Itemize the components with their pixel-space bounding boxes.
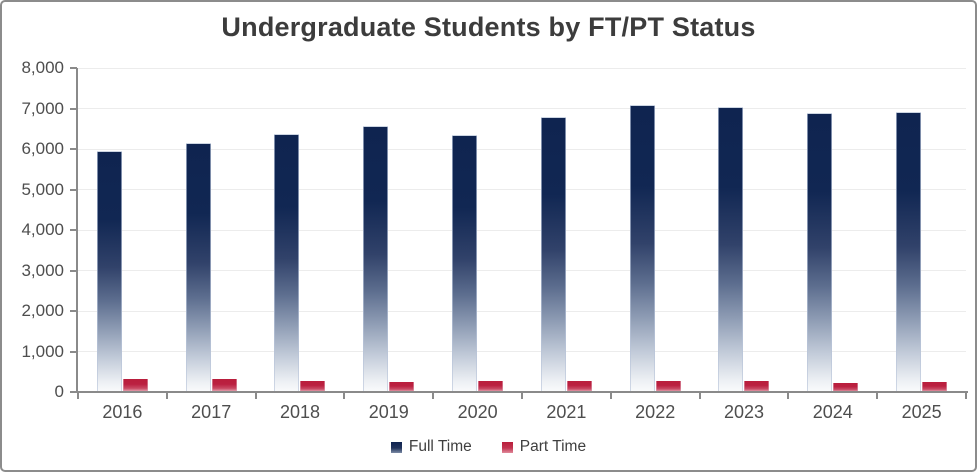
category-2018 xyxy=(256,68,345,392)
bar-full-time-2020 xyxy=(452,135,478,392)
gridline-4000 xyxy=(78,229,966,231)
y-tick-1,000 xyxy=(70,350,77,353)
bar-full-time-2025 xyxy=(896,111,922,392)
y-axis-line xyxy=(76,68,78,393)
y-axis-label-3,000: 3,000 xyxy=(21,260,64,280)
gridline-2000 xyxy=(78,310,966,312)
category-2019 xyxy=(344,68,433,392)
x-tick-1 xyxy=(165,393,168,399)
y-tick-7,000 xyxy=(70,107,77,110)
gridline-8000 xyxy=(78,67,966,69)
x-tick-7 xyxy=(698,393,701,399)
category-2017 xyxy=(167,68,256,392)
x-axis-label-2024: 2024 xyxy=(812,402,853,422)
category-2016 xyxy=(78,68,167,392)
x-tick-0 xyxy=(77,393,79,399)
bar-part-time-2021 xyxy=(566,380,592,392)
chart-title: Undergraduate Students by FT/PT Status xyxy=(221,12,756,42)
y-axis-label-0: 0 xyxy=(54,382,64,401)
y-axis-label-2,000: 2,000 xyxy=(21,301,64,320)
bar-part-time-2025 xyxy=(922,382,948,392)
category-2021 xyxy=(522,68,611,392)
gridline-5000 xyxy=(78,189,966,190)
gridline-3000 xyxy=(78,270,966,271)
legend-label-full-time: Full Time xyxy=(408,438,472,455)
x-tick-9 xyxy=(876,393,879,399)
y-axis-label-8,000: 8,000 xyxy=(21,58,64,77)
bar-full-time-2024 xyxy=(807,112,833,392)
part-time-swatch-icon xyxy=(501,441,513,453)
x-axis-label-2025: 2025 xyxy=(901,402,942,422)
y-axis-label-1,000: 1,000 xyxy=(21,341,64,361)
bar-full-time-2017 xyxy=(185,142,211,392)
category-2024 xyxy=(788,68,877,392)
bar-full-time-2016 xyxy=(96,151,122,392)
x-axis-label-2019: 2019 xyxy=(368,402,409,422)
category-2025 xyxy=(877,68,966,392)
x-axis-label-2016: 2016 xyxy=(102,402,143,422)
y-tick-4,000 xyxy=(70,229,77,231)
gridline-1000 xyxy=(78,351,966,352)
x-axis-label-2018: 2018 xyxy=(279,402,321,422)
x-tick-8 xyxy=(787,393,790,399)
x-axis-label-2022: 2022 xyxy=(635,402,676,422)
x-tick-3 xyxy=(343,393,346,399)
bar-full-time-2019 xyxy=(363,126,389,392)
bar-part-time-2023 xyxy=(744,381,770,392)
x-axis-label-2017: 2017 xyxy=(191,402,232,422)
y-axis-label-5,000: 5,000 xyxy=(21,179,64,199)
category-2023 xyxy=(700,68,789,392)
x-axis-label-2021: 2021 xyxy=(546,402,587,422)
category-2022 xyxy=(611,68,700,392)
bar-part-time-2019 xyxy=(389,382,415,392)
bar-part-time-2022 xyxy=(655,381,681,392)
gridline-7000 xyxy=(78,108,966,109)
y-axis-label-4,000: 4,000 xyxy=(21,220,64,239)
gridline-6000 xyxy=(78,148,966,150)
legend: Full Time Part Time xyxy=(2,438,975,456)
plot-area xyxy=(78,67,966,392)
x-axis-label-2020: 2020 xyxy=(457,402,498,422)
legend-label-part-time: Part Time xyxy=(519,438,587,455)
y-tick-3,000 xyxy=(70,269,77,272)
bar-full-time-2023 xyxy=(718,107,744,392)
category-2020 xyxy=(433,68,522,392)
bar-full-time-2018 xyxy=(274,134,300,392)
bar-part-time-2017 xyxy=(211,379,237,392)
y-axis-label-6,000: 6,000 xyxy=(21,139,64,158)
x-tick-6 xyxy=(609,393,612,399)
bar-full-time-2022 xyxy=(629,105,655,392)
legend-item-full-time: Full Time xyxy=(390,438,472,456)
x-tick-10 xyxy=(965,393,967,399)
full-time-swatch-icon xyxy=(390,441,402,453)
bar-full-time-2021 xyxy=(540,117,566,392)
y-tick-8,000 xyxy=(70,67,77,69)
y-tick-2,000 xyxy=(70,310,77,312)
bar-part-time-2024 xyxy=(833,382,859,392)
x-tick-4 xyxy=(432,393,435,399)
y-tick-0 xyxy=(70,391,77,393)
x-tick-5 xyxy=(521,393,523,399)
bar-part-time-2016 xyxy=(122,379,148,392)
bar-part-time-2018 xyxy=(300,380,326,392)
y-tick-6,000 xyxy=(70,148,77,150)
y-axis-label-7,000: 7,000 xyxy=(21,98,64,118)
bar-part-time-2020 xyxy=(478,380,504,392)
x-axis-label-2023: 2023 xyxy=(723,402,765,422)
y-tick-5,000 xyxy=(70,188,77,191)
x-axis-line xyxy=(76,391,968,393)
legend-item-part-time: Part Time xyxy=(501,438,587,456)
x-tick-2 xyxy=(254,393,257,399)
